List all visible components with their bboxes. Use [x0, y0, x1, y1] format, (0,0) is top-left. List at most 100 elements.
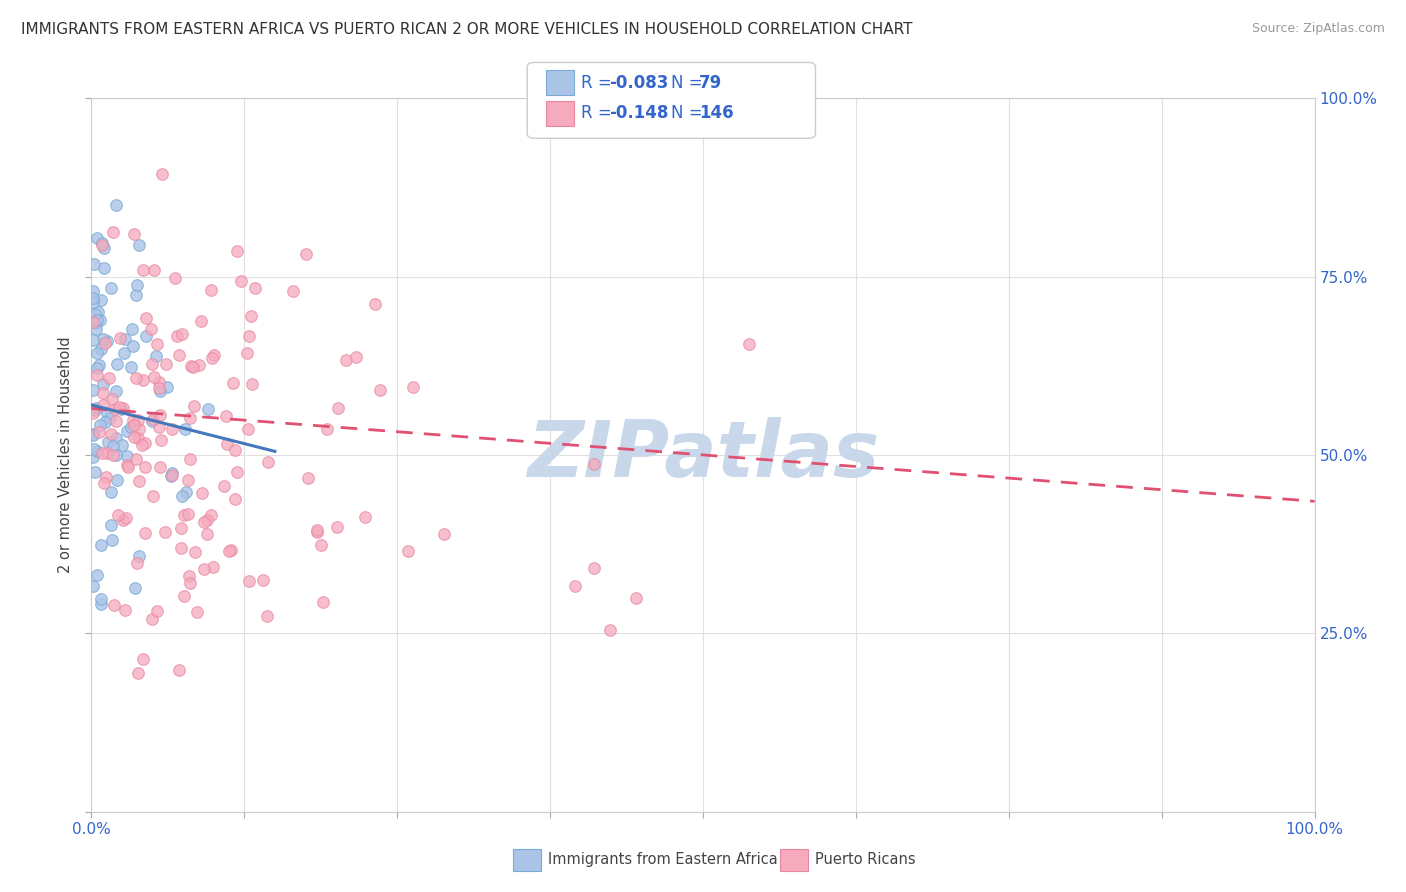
- Point: [170, 521, 193, 535]
- Point: [221, 376, 243, 391]
- Point: [100, 517, 122, 532]
- Point: [150, 167, 173, 181]
- Point: [297, 471, 319, 485]
- Point: [86, 360, 108, 375]
- Y-axis label: 2 or more Vehicles in Household: 2 or more Vehicles in Household: [58, 336, 73, 574]
- Point: [115, 458, 138, 472]
- Point: [101, 448, 124, 462]
- Point: [135, 311, 157, 326]
- Point: [193, 562, 215, 576]
- Point: [224, 491, 246, 506]
- Point: [132, 373, 155, 387]
- Point: [93, 241, 115, 255]
- Point: [96, 406, 118, 420]
- Point: [114, 332, 136, 346]
- Point: [91, 385, 114, 400]
- Point: [82, 295, 104, 310]
- Point: [229, 274, 252, 288]
- Point: [186, 605, 208, 619]
- Point: [127, 556, 149, 570]
- Point: [326, 401, 349, 415]
- Point: [82, 284, 104, 298]
- Point: [190, 314, 212, 328]
- Text: -0.148: -0.148: [609, 104, 668, 122]
- Point: [112, 346, 135, 360]
- Point: [86, 444, 108, 458]
- Point: [245, 280, 267, 294]
- Point: [368, 383, 391, 397]
- Point: [160, 468, 183, 483]
- Point: [96, 470, 118, 484]
- Point: [121, 322, 143, 336]
- Point: [100, 392, 122, 406]
- Point: [281, 284, 304, 298]
- Point: [128, 238, 150, 252]
- Point: [401, 380, 423, 394]
- Point: [181, 360, 204, 375]
- Point: [188, 358, 211, 372]
- Point: [238, 574, 260, 588]
- Point: [160, 422, 183, 436]
- Point: [197, 513, 219, 527]
- Point: [93, 398, 115, 412]
- Point: [582, 561, 605, 575]
- Text: IMMIGRANTS FROM EASTERN AFRICA VS PUERTO RICAN 2 OR MORE VEHICLES IN HOUSEHOLD C: IMMIGRANTS FROM EASTERN AFRICA VS PUERTO…: [21, 22, 912, 37]
- Point: [112, 401, 135, 415]
- Point: [105, 473, 128, 487]
- Point: [142, 370, 165, 384]
- Point: [226, 244, 249, 258]
- Point: [110, 401, 132, 416]
- Point: [84, 403, 107, 417]
- Text: N =: N =: [671, 74, 707, 92]
- Point: [105, 431, 128, 445]
- Point: [172, 489, 194, 503]
- Point: [599, 623, 621, 637]
- Point: [93, 415, 115, 429]
- Point: [104, 402, 127, 417]
- Point: [87, 425, 110, 440]
- Point: [90, 446, 112, 460]
- Point: [240, 309, 263, 323]
- Point: [132, 652, 155, 666]
- Point: [90, 538, 112, 552]
- Point: [564, 579, 586, 593]
- Point: [195, 527, 218, 541]
- Point: [89, 418, 111, 433]
- Point: [149, 459, 172, 474]
- Point: [149, 408, 172, 422]
- Point: [90, 597, 112, 611]
- Point: [142, 412, 165, 426]
- Point: [84, 317, 107, 331]
- Point: [139, 321, 162, 335]
- Point: [131, 438, 153, 452]
- Point: [218, 544, 240, 558]
- Point: [141, 414, 163, 428]
- Text: ZIPatlas: ZIPatlas: [527, 417, 879, 493]
- Point: [170, 541, 193, 555]
- Point: [89, 358, 111, 372]
- Point: [103, 598, 125, 612]
- Point: [125, 370, 148, 384]
- Point: [307, 525, 329, 540]
- Point: [107, 508, 129, 522]
- Text: Source: ZipAtlas.com: Source: ZipAtlas.com: [1251, 22, 1385, 36]
- Point: [122, 227, 145, 241]
- Point: [94, 335, 117, 350]
- Point: [166, 329, 188, 343]
- Point: [86, 231, 108, 245]
- Point: [148, 376, 170, 390]
- Point: [177, 508, 200, 522]
- Point: [252, 573, 274, 587]
- Point: [162, 466, 184, 480]
- Point: [104, 384, 127, 399]
- Point: [125, 452, 148, 467]
- Point: [215, 409, 238, 424]
- Point: [149, 384, 172, 398]
- Text: N =: N =: [671, 104, 707, 122]
- Point: [93, 476, 115, 491]
- Point: [257, 455, 280, 469]
- Point: [84, 307, 107, 321]
- Point: [125, 278, 148, 293]
- Point: [91, 332, 114, 346]
- Point: [128, 422, 150, 436]
